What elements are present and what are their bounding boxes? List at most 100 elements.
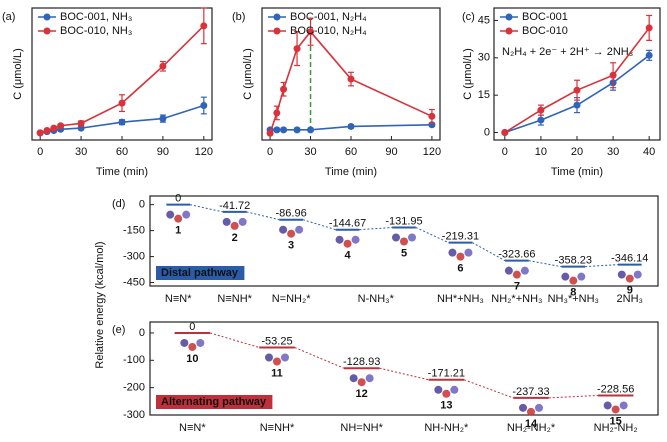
category-label: NH₂-NH₂ [594,422,638,434]
data-point [159,115,167,123]
molecule-icon [464,248,473,257]
molecule-icon [335,235,344,244]
value-label: -237.33 [512,386,549,398]
molecule-icon [519,403,527,412]
legend-marker [273,13,281,21]
value-label: -86.96 [276,208,307,220]
molecule-icon [281,353,289,362]
data-point [36,129,44,137]
data-point [293,45,301,53]
molecule-icon [180,338,189,347]
molecule-icon [188,342,197,351]
legend-marker [43,13,51,21]
data-point [307,28,315,36]
y-axis-label: C (μmol/L) [242,48,254,100]
panel-label: (a) [2,11,15,23]
value-label: -171.21 [428,368,465,380]
data-point [645,51,653,59]
molecule-icon [450,385,459,394]
x-tick-label: 120 [195,146,213,158]
connector [379,367,429,381]
molecule-icon [527,407,535,416]
molecule-icon [504,266,513,275]
molecule-icon [196,338,205,347]
data-point [77,119,85,127]
molecule-icon [238,217,247,226]
legend-label: BOC-001 [522,11,568,23]
panel-label: (e) [112,324,125,336]
molecule-icon [520,266,529,275]
molecule-icon [456,252,465,261]
category-label: NH-NH₂* [424,422,469,434]
molecule-icon [273,357,281,366]
annotation: N₂H₄ + 2e⁻ + 2H⁺ → 2NH₃ [502,46,633,58]
molecule-icon [408,233,416,242]
y-tick-label: -200 [123,382,145,394]
molecule-icon [434,385,443,394]
connector [294,347,345,369]
level-label: 3 [288,240,294,252]
category-label: N≡N* [179,422,206,434]
value-label: -228.56 [597,383,634,395]
level-label: 10 [186,353,198,365]
molecule-icon [603,401,612,410]
molecule-icon [535,403,543,412]
molecule-icon [625,274,634,283]
category-label: NH₂-NH₂* [507,422,556,434]
level-label: 8 [570,287,576,299]
legend-label: BOC-001, NH₃ [60,11,132,23]
level-label: 14 [525,418,538,430]
legend-marker [273,27,281,35]
data-point [307,126,315,134]
molecule-icon [512,270,521,279]
level-label: 15 [610,415,622,427]
data-point [266,129,274,137]
molecule-icon [230,221,239,230]
level-label: 6 [457,263,463,275]
data-point [428,112,436,120]
level-label: 1 [175,225,181,237]
x-tick-label: 0 [502,146,508,158]
pathway-tag [156,266,245,280]
x-axis-label: Time (min) [325,166,377,178]
x-tick-label: 90 [157,146,169,158]
connector [209,332,260,348]
panel-label: (c) [462,11,475,23]
pathway-label: Alternating pathway [161,396,267,408]
molecule-icon [174,214,183,223]
legend-label: BOC-010, N₂H₄ [290,25,367,37]
x-tick-label: 0 [267,146,273,158]
data-point [118,99,126,107]
value-label: -346.14 [611,252,648,264]
molecule-icon [392,233,400,242]
molecule-icon [448,248,457,257]
molecule-icon [265,353,273,362]
category-label: NH=NH* [340,422,383,434]
y-tick-label: -100 [123,354,145,366]
x-axis-label: Time (min) [96,166,148,178]
data-point [273,109,281,117]
molecule-icon [349,374,358,383]
x-tick-label: 40 [643,146,655,158]
connector [585,264,618,268]
connector [246,211,280,221]
x-tick-label: 30 [304,146,316,158]
level-label: 5 [401,247,407,259]
plot-frame [149,195,659,287]
series-line [39,25,205,134]
molecule-icon [633,270,642,279]
x-tick-label: 20 [571,146,583,158]
y-tick-label: 0 [139,199,145,211]
data-point [50,124,58,132]
molecule-icon [577,272,586,281]
connector [528,260,562,268]
y-tick-label: 0 [139,327,145,339]
molecule-icon [442,389,451,398]
molecule-icon [182,210,191,219]
value-label: -219.31 [442,231,479,243]
level-label: 13 [440,400,452,412]
plot-frame [149,321,659,416]
category-label: NH₂*+NH₃ [491,293,542,305]
category-label: N≡NH* [260,422,295,434]
